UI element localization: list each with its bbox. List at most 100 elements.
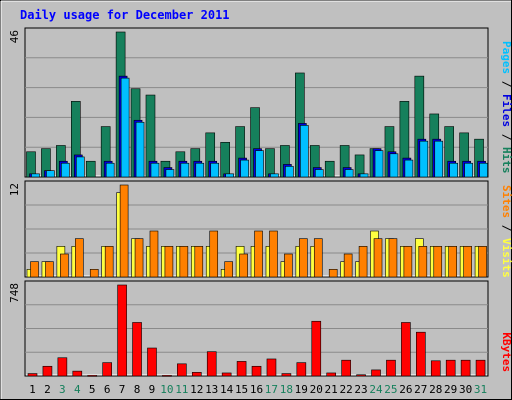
x-tick-label: 16 xyxy=(250,383,263,396)
pages-bar xyxy=(359,173,369,178)
pages-bar xyxy=(434,140,444,178)
sites-bar xyxy=(433,246,443,278)
kbytes-bar xyxy=(117,284,127,377)
pages-bar xyxy=(314,169,324,178)
pages-bar xyxy=(300,125,309,178)
pages-bar xyxy=(46,170,55,178)
x-tick-label: 7 xyxy=(119,383,126,396)
pages-bar xyxy=(285,166,294,178)
sites-bar xyxy=(30,261,39,278)
sites-bar xyxy=(254,230,263,278)
x-tick-label: 8 xyxy=(134,383,141,396)
side-label-part: Visits xyxy=(500,238,512,278)
kbytes-ymax-label: 748 xyxy=(8,283,21,303)
sites-bar xyxy=(104,246,114,278)
sites-bar xyxy=(343,253,353,278)
kbytes-side-label: KBytes xyxy=(500,332,512,372)
sites-bar xyxy=(45,261,54,278)
kbytes-bar xyxy=(87,375,98,377)
series-side-labels: Pages / Files / Hits Sites / Visits KBytes xyxy=(500,41,512,372)
x-tick-label: 17 xyxy=(265,383,278,396)
pages-bar xyxy=(374,150,384,178)
pages-bar xyxy=(449,162,458,178)
x-tick-label: 30 xyxy=(459,383,472,396)
kbytes-bar xyxy=(311,320,322,377)
pages-bar xyxy=(419,140,429,178)
sites-bar xyxy=(60,253,69,278)
x-tick-label: 26 xyxy=(399,383,412,396)
kbytes-bar xyxy=(445,359,456,377)
kbytes-bar xyxy=(296,362,307,377)
kbytes-bar xyxy=(341,359,351,377)
x-tick-label: 22 xyxy=(339,383,352,396)
side-label-part: / xyxy=(500,74,512,94)
pages-bar xyxy=(225,173,234,178)
pages-bar xyxy=(165,169,175,178)
sites-bar xyxy=(463,246,472,278)
x-tick-label: 4 xyxy=(74,383,81,396)
x-tick-label: 11 xyxy=(175,383,188,396)
x-tick-label: 25 xyxy=(384,383,397,396)
sites-bar xyxy=(119,184,129,278)
pages-bar xyxy=(195,162,205,178)
side-label-part: Pages xyxy=(500,41,512,74)
pages-bar xyxy=(76,156,85,178)
kbytes-bar xyxy=(72,370,83,377)
kbytes-bar xyxy=(132,322,142,377)
x-tick-label: 29 xyxy=(444,383,457,396)
side-label-part: Hits xyxy=(500,147,512,174)
kbytes-bar xyxy=(162,375,172,377)
hits-bar xyxy=(324,160,335,178)
sites-bar xyxy=(89,269,99,278)
x-tick-label: 6 xyxy=(104,383,111,396)
pages-bar xyxy=(389,153,399,178)
pages-bar xyxy=(61,162,70,178)
sites-bar xyxy=(134,238,144,278)
kbytes-bar xyxy=(386,359,396,377)
pages-bar xyxy=(240,159,249,178)
kbytes-bar xyxy=(460,359,471,377)
x-tick-label: 12 xyxy=(190,383,203,396)
x-tick-label: 24 xyxy=(369,383,383,396)
bars-layer xyxy=(26,31,488,377)
pages-bar xyxy=(210,162,220,178)
hits-bar xyxy=(265,148,275,178)
x-tick-label: 28 xyxy=(429,383,442,396)
kbytes-bar xyxy=(57,357,68,377)
sites-bar xyxy=(403,246,413,278)
sites-bar xyxy=(164,246,174,278)
side-label-part: KBytes xyxy=(500,332,512,372)
x-tick-label: 19 xyxy=(295,383,308,396)
hits-files-pages-side-label: Pages / Files / Hits xyxy=(500,41,512,174)
sites-bar xyxy=(299,238,308,278)
kbytes-bar xyxy=(371,369,381,377)
pages-bar xyxy=(120,77,130,178)
y-max-labels: 46 12 748 xyxy=(8,30,21,303)
x-tick-label: 10 xyxy=(160,383,173,396)
kbytes-bar xyxy=(475,359,486,377)
pages-bar xyxy=(150,162,160,178)
pages-bar xyxy=(180,162,190,178)
x-tick-label: 21 xyxy=(325,383,338,396)
sites-bar xyxy=(313,238,323,278)
pages-bar xyxy=(255,150,264,178)
sites-bar xyxy=(328,269,338,278)
pages-bar xyxy=(270,173,279,178)
kbytes-bar xyxy=(42,365,53,377)
x-tick-label: 9 xyxy=(149,383,156,396)
x-tick-label: 31 xyxy=(474,383,487,396)
kbytes-bar xyxy=(266,358,277,377)
kbytes-bar xyxy=(147,347,157,377)
kbytes-bar xyxy=(281,373,292,377)
x-tick-label: 13 xyxy=(205,383,218,396)
kbytes-bar xyxy=(206,351,217,377)
sites-bar xyxy=(224,261,233,278)
x-tick-label: 23 xyxy=(354,383,367,396)
x-tick-label: 1 xyxy=(29,383,36,396)
kbytes-bar xyxy=(416,331,426,377)
x-tick-label: 18 xyxy=(280,383,293,396)
sites-bar xyxy=(194,246,204,278)
side-label-part: Sites xyxy=(500,185,512,218)
pages-bar xyxy=(105,162,115,178)
